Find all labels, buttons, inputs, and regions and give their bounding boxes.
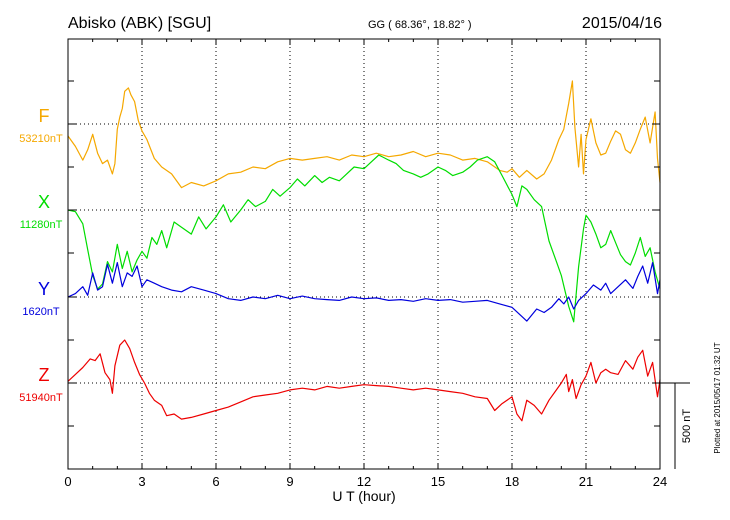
series-name-f: F [39, 106, 50, 126]
x-tick-label: 12 [357, 474, 371, 489]
x-tick-label: 18 [505, 474, 519, 489]
date-label: 2015/04/16 [582, 15, 662, 32]
coordinates-label: GG ( 68.36°, 18.82° ) [368, 19, 472, 31]
series-baseline-x: 11280nT [20, 219, 63, 231]
station-title: Abisko (ABK) [SGU] [68, 15, 211, 32]
x-tick-label: 15 [431, 474, 445, 489]
series-line-z [67, 339, 661, 422]
x-tick-label: 9 [286, 474, 293, 489]
x-tick-label: 3 [138, 474, 145, 489]
x-tick-label: 0 [64, 474, 71, 489]
series-name-z: Z [39, 365, 50, 385]
series-line-y [67, 262, 661, 322]
series-line-f [67, 80, 661, 189]
series-name-x: X [38, 192, 50, 212]
series-baseline-y: 1620nT [22, 306, 60, 318]
series-name-y: Y [38, 279, 50, 299]
x-tick-label: 21 [579, 474, 593, 489]
x-tick-label: 24 [653, 474, 667, 489]
series-baseline-z: 51940nT [19, 392, 63, 404]
x-axis-label: U T (hour) [332, 488, 395, 504]
scale-bar-label: 500 nT [681, 409, 693, 444]
series-line-x [67, 154, 661, 323]
x-tick-label: 6 [212, 474, 219, 489]
series-baseline-f: 53210nT [19, 133, 63, 145]
plotted-timestamp: Plotted at 2015/05/17 01:32 UT [713, 342, 722, 453]
